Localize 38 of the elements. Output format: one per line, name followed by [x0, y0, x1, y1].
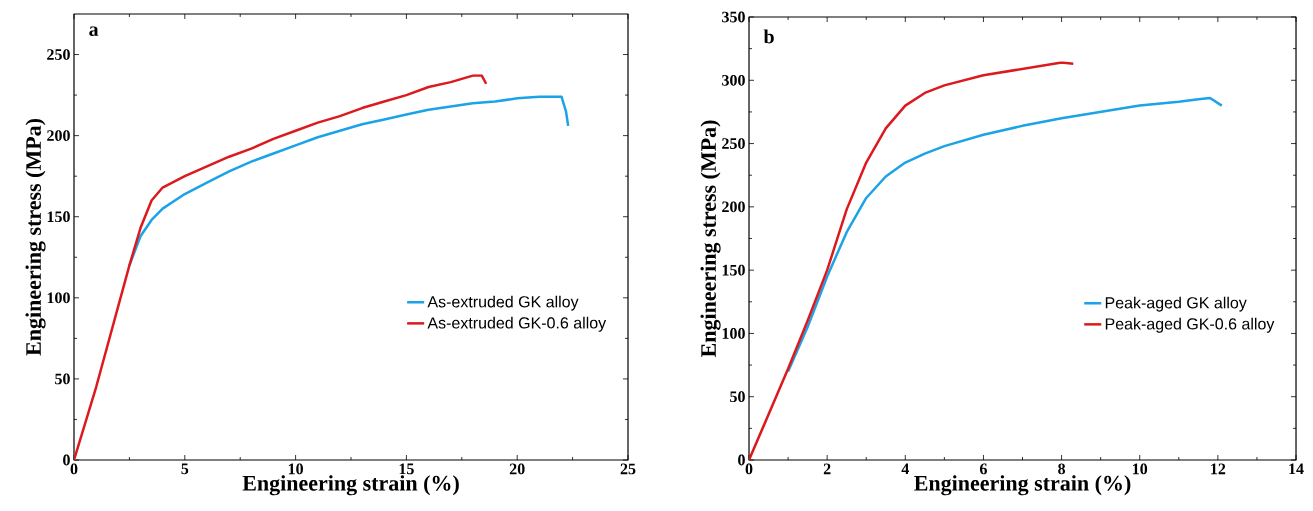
- legend-label: As-extruded GK-0.6 alloy: [427, 316, 607, 332]
- x-tick-label: 4: [901, 463, 909, 475]
- annotation: b: [763, 29, 774, 44]
- annotation: a: [89, 26, 99, 37]
- x-tick-label: 0: [70, 463, 78, 475]
- y-tick-label: 50: [55, 373, 70, 385]
- x-tick-label: 14: [1289, 463, 1304, 475]
- legend-label: As-extruded GK alloy: [427, 295, 579, 311]
- y-tick-label: 250: [722, 138, 745, 149]
- y-axis-title: Engineering stress (MPa): [700, 120, 721, 358]
- x-tick-label: 2: [823, 463, 831, 475]
- x-tick-label: 8: [1058, 463, 1066, 475]
- y-tick-label: 0: [63, 454, 70, 466]
- x-axis-title: Engineering strain (%): [914, 475, 1131, 496]
- x-tick-label: 20: [509, 463, 525, 475]
- y-tick-label: 100: [47, 292, 70, 304]
- y-tick-label: 300: [722, 74, 745, 86]
- y-tick-label: 250: [47, 49, 70, 60]
- x-tick-label: 5: [181, 463, 189, 475]
- legend-label: Peak-aged GK-0.6 alloy: [1105, 317, 1275, 333]
- y-tick-label: 350: [722, 11, 745, 23]
- x-axis-title: Engineering strain (%): [242, 475, 459, 496]
- x-tick-label: 10: [288, 463, 303, 475]
- y-tick-label: 150: [722, 264, 745, 276]
- y-tick-label: 100: [722, 328, 745, 339]
- x-tick-label: 25: [620, 463, 636, 475]
- y-tick-label: 0: [738, 454, 745, 466]
- y-tick-label: 200: [47, 130, 70, 142]
- x-tick-label: 10: [1133, 463, 1148, 475]
- legend-label: Peak-aged GK alloy: [1105, 296, 1247, 312]
- y-tick-label: 150: [47, 211, 70, 223]
- y-axis-title: Engineering stress (MPa): [25, 119, 46, 356]
- x-tick-label: 15: [399, 463, 414, 475]
- x-tick-label: 0: [745, 463, 753, 475]
- x-tick-label: 12: [1211, 463, 1226, 475]
- x-tick-label: 6: [979, 463, 987, 475]
- y-tick-label: 50: [730, 391, 745, 403]
- y-tick-label: 200: [722, 201, 745, 213]
